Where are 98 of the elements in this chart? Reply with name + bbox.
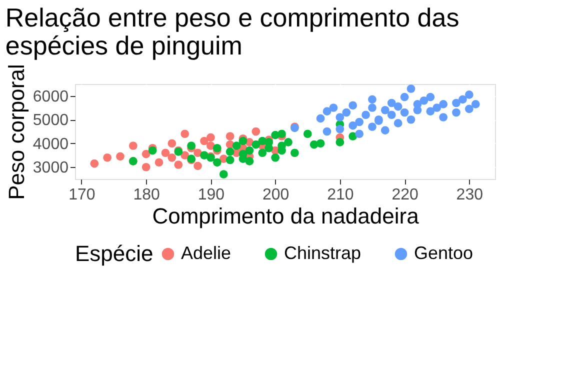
point bbox=[258, 148, 267, 158]
point bbox=[206, 142, 215, 150]
point bbox=[368, 95, 376, 104]
point bbox=[212, 144, 222, 152]
point bbox=[245, 146, 254, 155]
x-tick-label: 210 bbox=[327, 186, 354, 204]
point bbox=[154, 158, 164, 167]
x-tick-label: 170 bbox=[68, 186, 96, 204]
point bbox=[284, 138, 292, 146]
x-tick-label: 180 bbox=[133, 186, 160, 204]
point bbox=[452, 108, 460, 117]
point bbox=[387, 98, 396, 108]
point bbox=[380, 126, 390, 134]
point bbox=[290, 148, 299, 158]
y-tick-label: 4000 bbox=[32, 136, 69, 153]
point bbox=[161, 148, 170, 158]
point bbox=[329, 104, 338, 112]
point bbox=[90, 159, 99, 168]
point bbox=[226, 132, 234, 140]
x-tick-label: 200 bbox=[262, 186, 290, 204]
point bbox=[342, 108, 351, 117]
point bbox=[245, 157, 254, 166]
point bbox=[278, 130, 286, 138]
point bbox=[180, 130, 190, 138]
point bbox=[464, 90, 474, 99]
point bbox=[116, 152, 124, 161]
point bbox=[336, 124, 344, 134]
point bbox=[252, 127, 260, 136]
point bbox=[336, 113, 344, 122]
point bbox=[142, 162, 150, 172]
point bbox=[355, 118, 364, 126]
y-tick-label: 6000 bbox=[32, 88, 69, 106]
point bbox=[316, 114, 325, 123]
point bbox=[303, 130, 312, 138]
point bbox=[174, 160, 183, 169]
point bbox=[368, 122, 376, 131]
point bbox=[452, 98, 460, 108]
point bbox=[439, 113, 448, 122]
y-tick-label: 3000 bbox=[32, 160, 69, 177]
legend-label: Chinstrap bbox=[284, 243, 362, 263]
x-axis-title: Comprimento da nadadeira bbox=[152, 204, 420, 228]
point bbox=[128, 142, 138, 150]
x-tick-label: 190 bbox=[198, 186, 225, 204]
point bbox=[420, 96, 428, 105]
point bbox=[400, 92, 409, 102]
point bbox=[439, 100, 448, 108]
point bbox=[426, 107, 435, 116]
point bbox=[103, 153, 112, 162]
point bbox=[232, 142, 241, 150]
point bbox=[200, 151, 208, 160]
point bbox=[394, 119, 402, 128]
point bbox=[271, 153, 280, 162]
point bbox=[226, 156, 234, 164]
point bbox=[348, 132, 358, 140]
point bbox=[458, 95, 467, 104]
point bbox=[238, 136, 248, 146]
point bbox=[252, 140, 260, 149]
point bbox=[348, 101, 358, 110]
point bbox=[187, 142, 196, 150]
point bbox=[464, 104, 474, 114]
point bbox=[432, 104, 442, 112]
point bbox=[322, 107, 332, 116]
point bbox=[368, 104, 376, 112]
point bbox=[380, 106, 390, 114]
point bbox=[322, 127, 332, 136]
point bbox=[206, 133, 215, 142]
x-tick-label: 230 bbox=[456, 186, 484, 204]
point bbox=[168, 139, 176, 148]
point bbox=[142, 150, 150, 158]
point bbox=[471, 100, 480, 108]
point bbox=[148, 146, 157, 155]
point bbox=[336, 138, 344, 146]
point bbox=[219, 170, 228, 178]
point bbox=[194, 162, 202, 170]
point bbox=[200, 136, 208, 146]
point bbox=[362, 110, 370, 120]
point bbox=[194, 148, 202, 158]
point bbox=[226, 148, 234, 156]
point bbox=[212, 158, 222, 167]
point bbox=[387, 110, 396, 120]
point bbox=[406, 84, 416, 93]
legend-title: Espécie bbox=[75, 241, 154, 266]
point bbox=[168, 153, 176, 162]
y-tick-label: 5000 bbox=[32, 112, 69, 130]
point bbox=[348, 121, 358, 130]
point bbox=[426, 92, 435, 102]
legend-label: Gentoo bbox=[414, 243, 474, 263]
point bbox=[355, 130, 364, 138]
chart-title: Relação entre peso e comprimento das espécies de pinguim bbox=[5, 2, 460, 61]
point bbox=[180, 151, 190, 160]
legend-label: Adelie bbox=[181, 243, 232, 263]
x-tick-label: 220 bbox=[392, 186, 418, 204]
point bbox=[264, 138, 274, 146]
point bbox=[394, 102, 402, 111]
y-axis-title: Peso corporal bbox=[4, 64, 29, 200]
point bbox=[400, 108, 409, 117]
point bbox=[316, 139, 325, 148]
point bbox=[406, 115, 416, 124]
